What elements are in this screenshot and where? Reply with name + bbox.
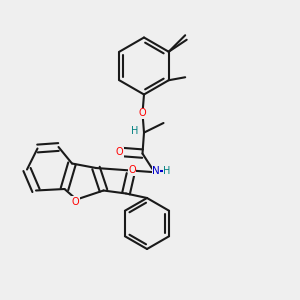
Text: O: O (128, 165, 136, 176)
Text: O: O (72, 197, 80, 207)
Text: O: O (116, 147, 123, 157)
Text: O: O (139, 108, 146, 118)
Text: H: H (131, 126, 138, 136)
Text: H: H (164, 166, 171, 176)
Text: N: N (152, 166, 160, 176)
